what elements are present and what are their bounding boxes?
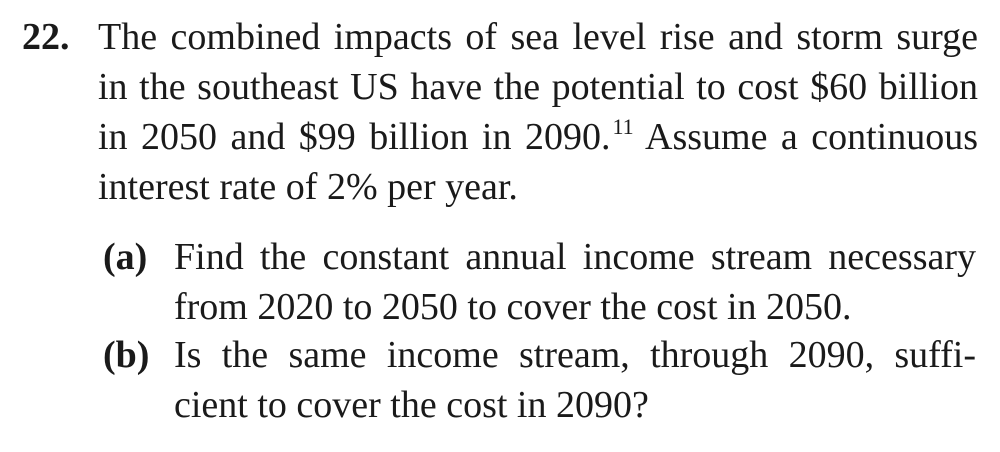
part-a-text: Find the constant annual income stream n… [174,232,976,332]
stem-line-3-continuation: Assume a continuous [645,116,979,158]
part-b-label: (b) [103,334,150,376]
stem-line-3: in 2050 and $99 billion in 2090.11 Assum… [98,112,978,162]
part-b-text: Is the same income stream, through 2090,… [174,330,976,430]
problem-stem: The combined impacts of sea level rise a… [98,12,978,212]
stem-line-2: in the southeast US have the potential t… [98,66,978,108]
part-a-label: (a) [103,236,148,278]
footnote-reference: 11 [612,114,634,139]
part-a-line-2: from 2020 to 2050 to cover the cost in 2… [174,286,852,328]
part-a-line-1: Find the constant annual income stream n… [174,236,976,278]
stem-line-1: The combined impacts of sea level rise a… [98,16,978,58]
part-b-line-1: Is the same income stream, through 2090,… [174,334,976,376]
stem-line-4: interest rate of 2% per year. [98,166,518,208]
problem-number: 22. [22,16,70,58]
stem-line-3-text: in 2050 and $99 billion in 2090. [98,116,611,158]
part-b-line-2: cient to cover the cost in 2090? [174,384,649,426]
